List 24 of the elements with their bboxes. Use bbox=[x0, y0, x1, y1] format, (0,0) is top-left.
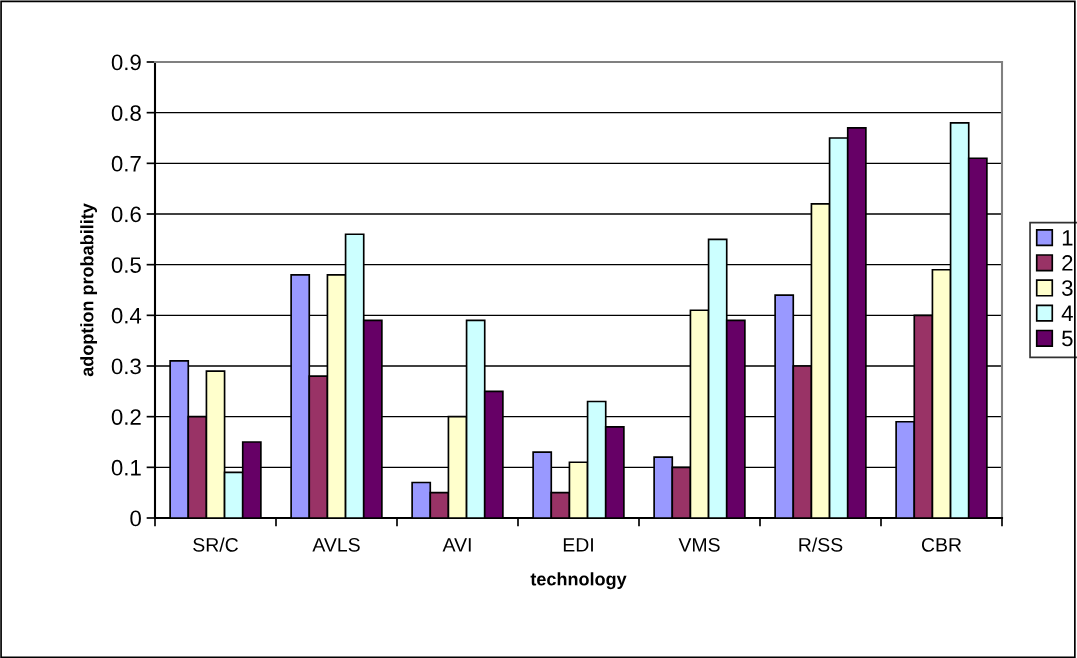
x-tick-label: CBR bbox=[921, 537, 962, 552]
x-tick-label: AVLS bbox=[312, 537, 360, 552]
x-tick-label: R/SS bbox=[799, 537, 843, 552]
y-tick-label: 0.9 bbox=[111, 54, 141, 71]
x-tick-label: AVI bbox=[442, 538, 471, 552]
x-axis-title: technology bbox=[530, 572, 627, 590]
x-tick-label: EDI bbox=[563, 538, 593, 552]
legend-label: 1 bbox=[1062, 230, 1073, 246]
y-tick-label: 0.5 bbox=[111, 257, 141, 273]
y-tick-label: 0.8 bbox=[111, 105, 141, 121]
legend-label: 4 bbox=[1061, 305, 1073, 321]
y-tick-label: 0.2 bbox=[111, 409, 141, 425]
x-tick-label: SR/C bbox=[193, 537, 238, 552]
y-axis-title: adoption probability bbox=[80, 203, 98, 377]
x-tick-label: VMS bbox=[678, 537, 720, 552]
y-tick-label: 0.3 bbox=[111, 358, 141, 375]
y-tick-label: 0 bbox=[130, 510, 141, 527]
y-tick-label: 0.4 bbox=[111, 307, 142, 324]
y-tick-label: 0.6 bbox=[111, 206, 141, 223]
legend-label: 3 bbox=[1062, 280, 1073, 296]
legend-label: 2 bbox=[1062, 255, 1073, 271]
y-tick-label: 0.7 bbox=[111, 155, 141, 172]
legend-label: 5 bbox=[1062, 330, 1073, 347]
y-tick-label: 0.1 bbox=[111, 459, 141, 476]
